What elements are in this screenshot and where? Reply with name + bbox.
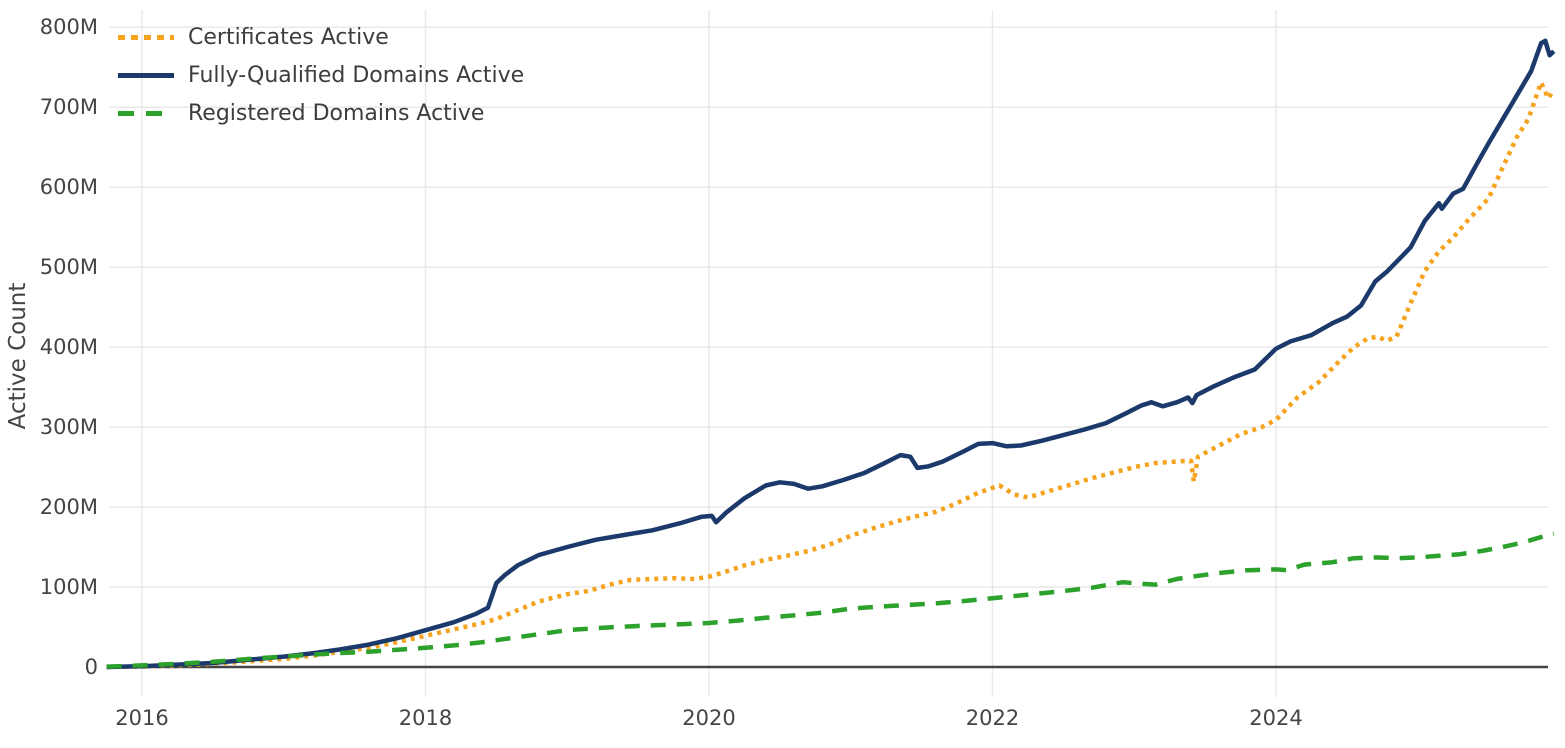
x-tick-label: 2024 (1249, 706, 1303, 730)
x-tick-label: 2016 (115, 706, 169, 730)
x-tick-label: 2018 (398, 706, 453, 730)
legend-label: Fully-Qualified Domains Active (188, 62, 525, 88)
series-line-0[interactable] (106, 80, 1556, 670)
legend-label: Registered Domains Active (188, 100, 485, 126)
series-line-1[interactable] (106, 38, 1556, 670)
legend-label: Certificates Active (188, 24, 389, 50)
y-tick-label: 500M (39, 255, 98, 280)
fqdn-active-line-swatch-icon (118, 72, 174, 78)
registered-domains-active-line-swatch-icon (118, 110, 174, 116)
y-tick-label: 100M (39, 575, 98, 600)
x-tick-label: 2022 (965, 706, 1020, 730)
legend-item-certificates-active[interactable]: Certificates Active (118, 18, 524, 56)
legend-item-fully-qualified-domains-active[interactable]: Fully-Qualified Domains Active (118, 56, 524, 94)
certificates-active-line-swatch-icon (118, 34, 174, 40)
y-tick-label: 200M (39, 495, 98, 520)
y-tick-label: 400M (39, 335, 98, 360)
legend-item-registered-domains-active[interactable]: Registered Domains Active (118, 94, 524, 132)
legend: Certificates Active Fully-Qualified Doma… (118, 18, 524, 132)
y-tick-label: 600M (39, 175, 98, 200)
series-line-2[interactable] (106, 531, 1555, 669)
y-tick-label: 800M (39, 15, 98, 40)
x-tick-label: 2020 (682, 706, 736, 730)
y-tick-label: 300M (39, 415, 98, 440)
y-tick-label: 0 (84, 655, 98, 679)
y-tick-label: 700M (39, 95, 98, 120)
